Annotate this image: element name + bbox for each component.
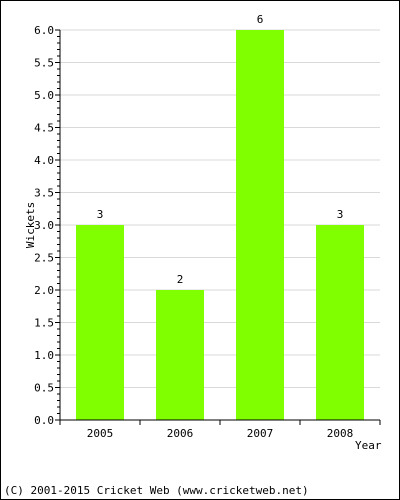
y-tick-label: 0.5: [34, 382, 54, 395]
y-tick-label: 4.0: [34, 154, 54, 167]
bar: [76, 225, 124, 420]
x-tick-label: 2008: [327, 427, 354, 440]
bar-value-label: 6: [257, 13, 264, 26]
y-tick-label: 3.0: [34, 219, 54, 232]
x-axis-ticks: 2005 2006 2007 2008: [59, 420, 381, 440]
data-labels: 3 2 6 3: [97, 13, 344, 286]
y-axis-ticks: 0.0 0.5 1.0 1.5 2.0 2.5 3.0 3.5 4.0 4.5 5.0 5.5 6.0: [34, 24, 60, 427]
y-tick-label: 1.0: [34, 349, 54, 362]
y-tick-label: 2.0: [34, 284, 54, 297]
y-tick-label: 1.5: [34, 317, 54, 330]
x-tick-label: 2005: [87, 427, 114, 440]
y-tick-label: 5.5: [34, 57, 54, 70]
y-tick-label: 5.0: [34, 89, 54, 102]
y-tick-label: 0.0: [34, 414, 54, 427]
y-axis-title: Wickets: [24, 202, 37, 248]
copyright-footer: (C) 2001-2015 Cricket Web (www.cricketwe…: [4, 484, 309, 497]
y-tick-label: 4.5: [34, 122, 54, 135]
bar: [236, 30, 284, 420]
x-axis-title: Year: [355, 439, 382, 452]
bar-value-label: 2: [177, 273, 184, 286]
x-tick-label: 2006: [167, 427, 194, 440]
bars: [76, 30, 364, 420]
y-tick-label: 6.0: [34, 24, 54, 37]
x-tick-label: 2007: [247, 427, 274, 440]
bar-value-label: 3: [97, 208, 104, 221]
bar: [156, 290, 204, 420]
y-tick-label: 3.5: [34, 187, 54, 200]
bar: [316, 225, 364, 420]
y-tick-label: 2.5: [34, 252, 54, 265]
bar-value-label: 3: [337, 208, 344, 221]
